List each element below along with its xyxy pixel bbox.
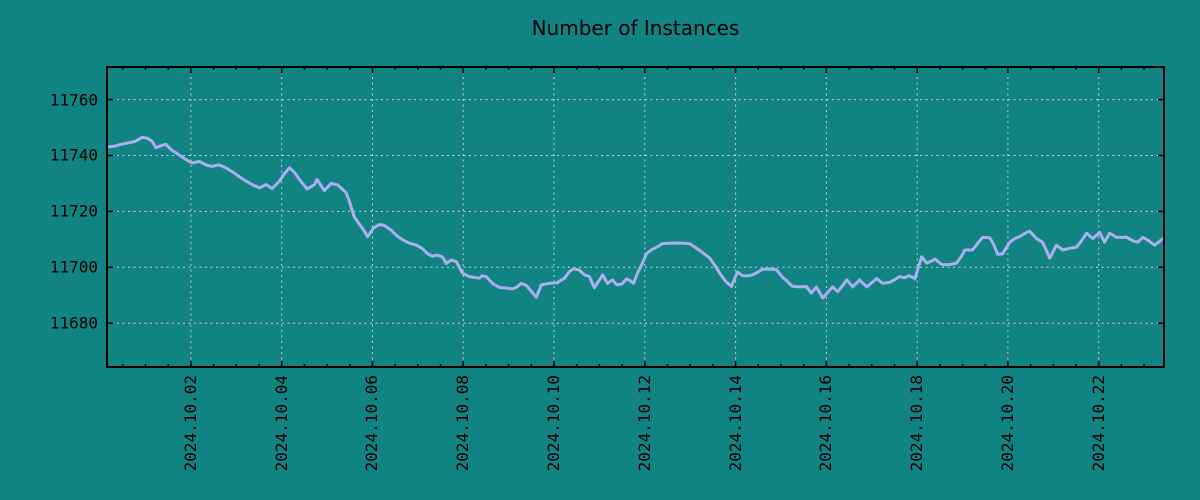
x-tick-label: 2024.10.08 <box>453 375 473 472</box>
line-chart-svg <box>106 66 1165 368</box>
y-axis-labels: 11680 11700 11720 11740 11760 <box>0 0 98 500</box>
data-line <box>106 135 1165 300</box>
y-tick-label: 11700 <box>49 257 98 277</box>
x-tick-label: 2024.10.04 <box>271 375 291 472</box>
x-tick-label: 2024.10.20 <box>997 375 1017 472</box>
x-tick-label: 2024.10.12 <box>634 375 654 472</box>
y-tick-label: 11740 <box>49 145 98 165</box>
x-tick-label: 2024.10.10 <box>544 375 564 472</box>
y-tick-label: 11680 <box>49 313 98 333</box>
x-tick-label: 2024.10.18 <box>907 375 927 472</box>
chart-title: Number of Instances <box>531 16 740 40</box>
x-tick-label: 2024.10.22 <box>1088 375 1108 472</box>
x-tick-label: 2024.10.02 <box>180 375 200 472</box>
plot-border <box>106 66 1165 368</box>
x-tick-label: 2024.10.14 <box>725 375 745 472</box>
plot-area <box>106 66 1165 368</box>
y-tick-label: 11760 <box>49 90 98 110</box>
x-tick-label: 2024.10.06 <box>362 375 382 472</box>
y-tick-label: 11720 <box>49 201 98 221</box>
x-tick-label: 2024.10.16 <box>816 375 836 472</box>
